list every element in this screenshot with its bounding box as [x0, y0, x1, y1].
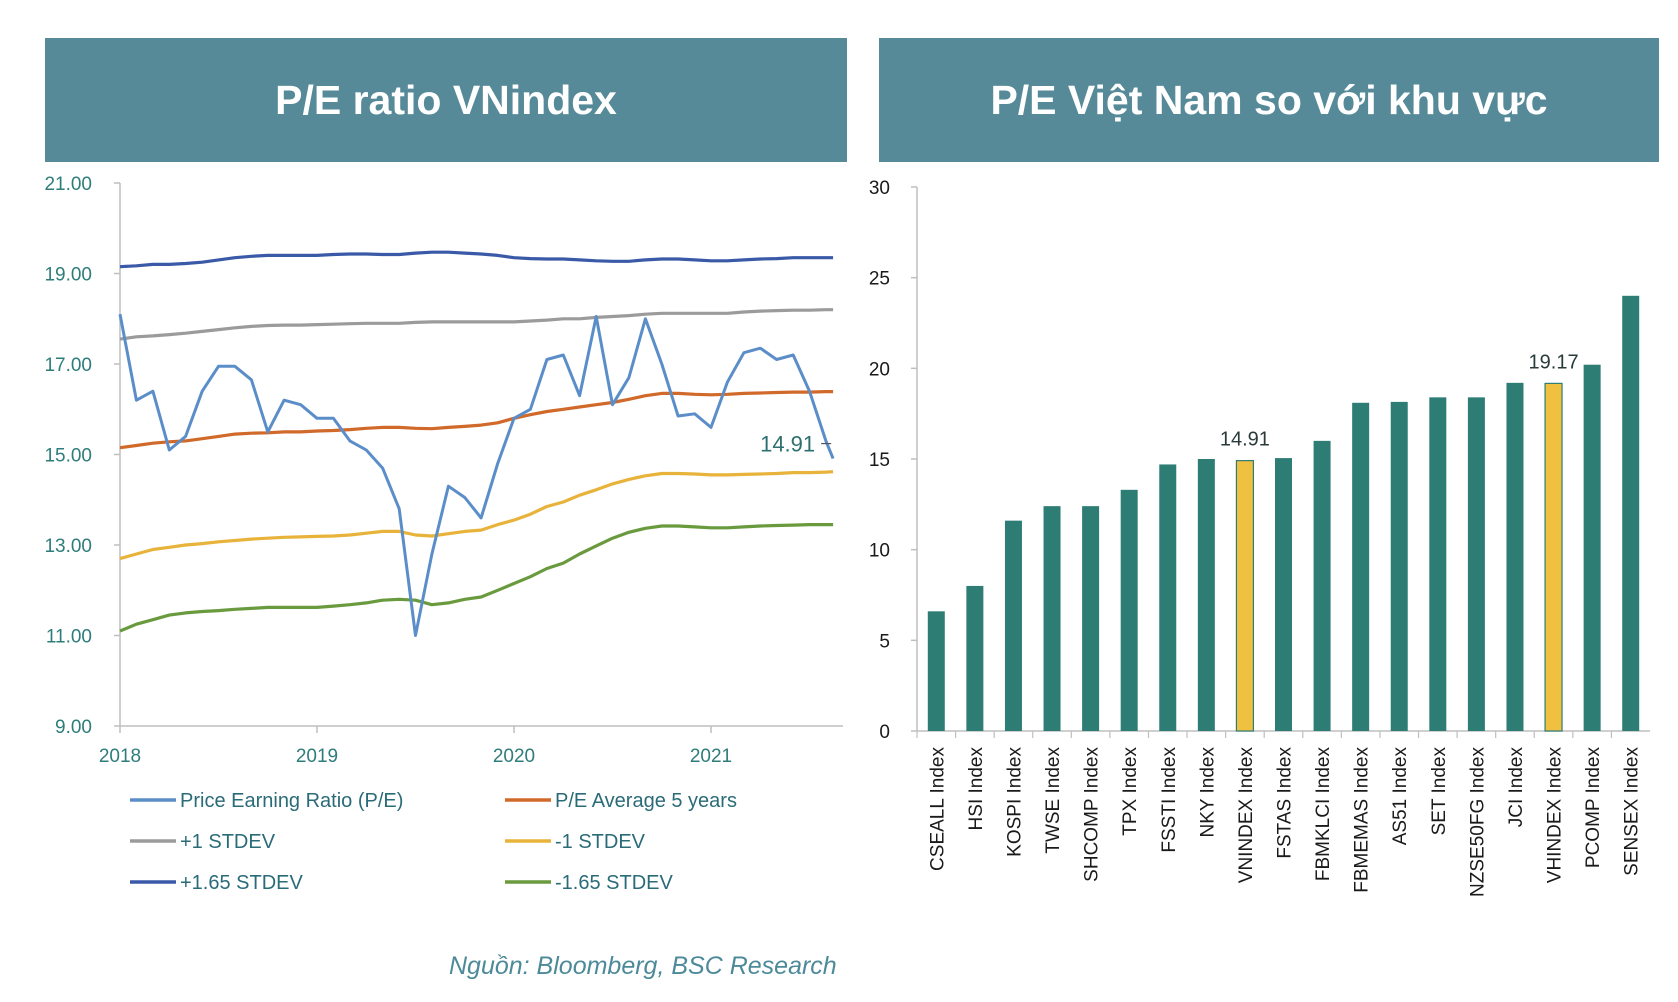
bar-vhindex-index [1544, 382, 1563, 732]
line-y-tick-label: 17.00 [44, 355, 92, 376]
legend-label: Price Earning Ratio (P/E) [180, 790, 403, 812]
bar-y-tick-label: 20 [869, 359, 890, 380]
line-y-tick-label: 15.00 [44, 446, 92, 467]
bar-set-index [1429, 397, 1447, 731]
bar-category-label: TPX Index [1120, 747, 1141, 836]
series-line-1-65-stdev [119, 250, 834, 269]
left-chart-title-banner: P/E ratio VNindex [45, 38, 847, 162]
left-chart-title: P/E ratio VNindex [275, 76, 617, 123]
bar-nky-index [1197, 459, 1215, 731]
right-chart-title-banner: P/E Việt Nam so với khu vực [879, 38, 1659, 162]
line-y-tick-label: 21.00 [44, 174, 92, 195]
bar-category-label: FSSTI Index [1159, 747, 1180, 853]
bar-y-tick-label: 25 [869, 269, 890, 290]
bar-data-label: 19.17 [1529, 351, 1579, 373]
bar-y-tick-label: 15 [869, 450, 890, 471]
bar-category-label: CSEALL Index [927, 747, 948, 871]
line-y-tick-label: 11.00 [46, 627, 92, 648]
line-x-tick-label: 2018 [99, 746, 141, 767]
bar-category-label: FSTAS Index [1275, 747, 1296, 859]
legend-item-p-e-average-5-years: P/E Average 5 years [505, 790, 737, 812]
bar-jci-index [1506, 382, 1524, 731]
bar-category-label: SET Index [1429, 747, 1450, 836]
series-line-1-65-stdev [119, 522, 834, 633]
bar-twse-index [1043, 506, 1061, 731]
line-y-tick-label: 13.00 [44, 536, 92, 557]
bar-fssti-index [1159, 464, 1177, 731]
bar-category-label: AS51 Index [1390, 747, 1411, 846]
bar-y-tick-label: 30 [869, 178, 890, 199]
source-note: Nguồn: Bloomberg, BSC Research [449, 952, 837, 980]
legend-item-price-earning-ratio-p-e: Price Earning Ratio (P/E) [130, 790, 403, 812]
bar-shcomp-index [1082, 506, 1100, 731]
bar-category-label: FBMEMAS Index [1352, 747, 1373, 893]
bar-fbmklci-index [1313, 440, 1331, 731]
bar-category-label: KOSPI Index [1004, 747, 1025, 857]
line-x-tick-label: 2021 [690, 746, 732, 767]
line-y-tick-label: 9.00 [55, 717, 92, 738]
series-line-p-e-average-5-years [119, 390, 834, 450]
legend-label: +1.65 STDEV [180, 872, 304, 894]
pe-line-chart: 9.00 11.00 13.00 15.00 17.00 19.00 21.00 2018 20… [44, 174, 843, 894]
bar-cseall-index [927, 611, 945, 731]
bar-category-label: FBMKLCI Index [1313, 747, 1334, 882]
bar-data-label: 14.91 [1220, 429, 1270, 451]
bar-sensex-index [1622, 295, 1640, 731]
legend-item-1-65-stdev: -1.65 STDEV [505, 872, 673, 894]
bar-pcomp-index [1583, 364, 1601, 731]
bar-tpx-index [1120, 489, 1138, 731]
bar-category-label: NZSE50FG Index [1467, 747, 1488, 897]
legend-item-1-65-stdev: +1.65 STDEV [130, 872, 304, 894]
series-line-1-stdev [119, 308, 834, 341]
bar-nzse50fg-index [1467, 397, 1485, 731]
bar-as51-index [1390, 401, 1408, 731]
bar-hsi-index [966, 585, 984, 731]
bar-category-label: VHINDEX Index [1545, 747, 1566, 884]
legend-label: +1 STDEV [180, 831, 276, 853]
right-chart-title: P/E Việt Nam so với khu vực [990, 76, 1548, 123]
legend-label: -1 STDEV [555, 831, 646, 853]
legend-item-1-stdev: -1 STDEV [505, 831, 646, 853]
bar-category-label: NKY Index [1197, 747, 1218, 838]
legend-label: -1.65 STDEV [555, 872, 673, 894]
line-x-tick-label: 2020 [493, 746, 535, 767]
bar-y-tick-label: 5 [879, 631, 890, 652]
pe-region-bar-chart: 0 5 10 15 20 25 30 CSEALL Index HSI Index KOSPI I… [869, 178, 1650, 897]
bar-category-label: JCI Index [1506, 747, 1527, 828]
bar-category-label: HSI Index [966, 747, 987, 831]
bar-category-label: TWSE Index [1043, 747, 1064, 854]
bar-category-label: SHCOMP Index [1082, 747, 1103, 882]
bar-vnindex-index [1235, 460, 1255, 732]
pe-last-value-label: 14.91 [760, 432, 815, 457]
series-line-price-earning-ratio-p-e [118, 313, 835, 637]
line-x-tick-label: 2019 [296, 746, 338, 767]
bar-kospi-index [1004, 520, 1022, 731]
bar-category-label: SENSEX Index [1622, 747, 1643, 876]
bar-fbmemas-index [1352, 402, 1370, 731]
bar-y-tick-label: 10 [869, 541, 890, 562]
bar-category-label: PCOMP Index [1583, 747, 1604, 869]
series-line-1-stdev [119, 470, 834, 561]
legend-item-1-stdev: +1 STDEV [130, 831, 276, 853]
line-y-tick-label: 19.00 [44, 265, 92, 286]
bar-category-label: VNINDEX Index [1236, 747, 1257, 884]
bar-y-tick-label: 0 [879, 722, 890, 743]
bar-fstas-index [1275, 458, 1292, 731]
legend-label: P/E Average 5 years [555, 790, 737, 812]
